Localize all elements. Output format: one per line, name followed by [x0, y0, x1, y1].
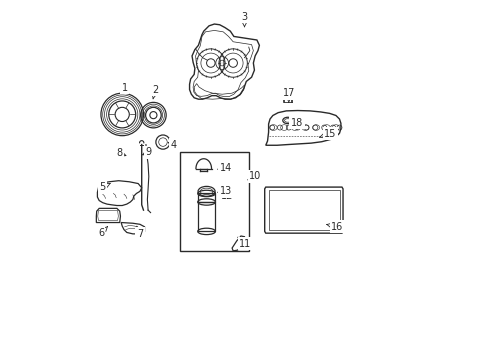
Text: 8: 8: [117, 148, 126, 158]
Text: 7: 7: [136, 226, 143, 239]
Text: 14: 14: [217, 163, 232, 173]
Text: 18: 18: [290, 118, 303, 127]
Text: 1: 1: [122, 83, 127, 93]
Text: 11: 11: [238, 237, 251, 249]
Text: 6: 6: [98, 226, 107, 238]
Text: 12: 12: [221, 191, 233, 201]
Text: 10: 10: [247, 171, 261, 181]
Text: 16: 16: [326, 222, 343, 232]
Text: 2: 2: [152, 85, 158, 99]
Text: 15: 15: [319, 129, 336, 139]
Text: 9: 9: [142, 147, 151, 157]
Text: 13: 13: [217, 186, 232, 196]
Text: 17: 17: [282, 88, 294, 103]
Text: 3: 3: [241, 12, 247, 27]
Text: 5: 5: [100, 182, 110, 192]
Text: 4: 4: [168, 140, 176, 149]
